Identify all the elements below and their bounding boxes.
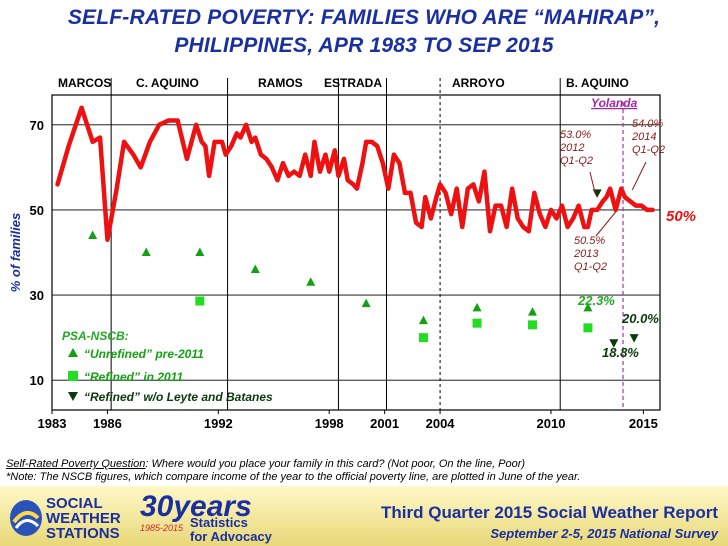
x-tick-label: 2010 (537, 416, 566, 431)
tagline-line-2: for Advocacy (190, 529, 272, 544)
legend-unrefined-label: “Unrefined” pre-2011 (84, 347, 204, 361)
annotation-2012: Q1-Q2 (560, 155, 593, 167)
unrefined-point (361, 298, 371, 308)
refined-point (418, 333, 428, 343)
question-label: Self-Rated Poverty Question (6, 458, 146, 470)
unrefined-point (141, 247, 151, 256)
anniversary-years: 1985-2015 (140, 523, 184, 533)
series-line-self-rated-poverty (55, 105, 655, 242)
unrefined-point (583, 302, 593, 312)
refined-2012-label: 22.3% (577, 293, 615, 308)
x-tick-label: 1998 (315, 416, 344, 431)
y-tick-label: 10 (30, 373, 44, 388)
unrefined-point (472, 302, 482, 312)
x-tick-label: 1992 (204, 416, 233, 431)
report-title: Third Quarter 2015 Social Weather Report (381, 503, 718, 522)
tagline-line-1: Statistics (190, 515, 248, 530)
legend-unrefined-marker (68, 348, 78, 357)
annotation-2012: 2012 (559, 142, 584, 154)
y-tick-label: 70 (30, 118, 44, 133)
footer-banner (0, 486, 728, 546)
chart-title-line-2: PHILIPPINES, APR 1983 TO SEP 2015 (174, 34, 554, 57)
legend-no-leyte-label: “Refined” w/o Leyte and Batanes (84, 390, 273, 404)
y-tick-label: 30 (30, 288, 44, 303)
legend-refined-marker (68, 371, 78, 381)
question-text: : Where would you place your family in t… (145, 458, 526, 470)
unrefined-point (195, 247, 205, 256)
x-tick-label: 1983 (38, 416, 67, 431)
refined-point (472, 318, 482, 328)
x-tick-label: 2004 (426, 416, 456, 431)
survey-dates: September 2-5, 2015 National Survey (490, 526, 718, 541)
annotation-pointer-2012 (589, 171, 596, 195)
refined-no-leyte-point (629, 334, 639, 343)
annotation-pointer-2013 (595, 211, 617, 237)
chart-title-line-1: SELF-RATED POVERTY: FAMILIES WHO ARE “MA… (67, 6, 661, 29)
no-leyte-2013-label: 18.8% (602, 345, 639, 360)
org-name-line-3: STATIONS (46, 525, 120, 542)
annotation-2014: 54.0% (632, 118, 663, 130)
annotation-2013: Q1-Q2 (574, 261, 607, 273)
refined-point (195, 296, 205, 306)
plot-frame (51, 94, 661, 411)
anniversary-logo: 30years (140, 490, 252, 523)
x-tick-label: 2001 (370, 416, 399, 431)
unrefined-point (306, 277, 316, 286)
president-label: B. AQUINO (566, 76, 629, 90)
x-tick-label: 2015 (629, 416, 658, 431)
unrefined-point (418, 315, 428, 325)
unrefined-point (527, 307, 537, 316)
president-label: ESTRADA (324, 76, 382, 90)
annotation-2013: 2013 (573, 248, 599, 260)
no-leyte-2014-label: 20.0% (621, 311, 659, 326)
president-label: MARCOS (58, 76, 111, 90)
poverty-chart: 10 30 50 70 % of families 1983 1986 1992 1998 200… (8, 76, 696, 431)
unrefined-point (88, 230, 98, 239)
annotation-2012: 53.0% (560, 129, 591, 141)
annotation-pointer-2014 (631, 161, 647, 191)
refined-point (583, 323, 593, 333)
y-axis-label: % of families (8, 213, 23, 292)
refined-no-leyte-point (609, 339, 619, 348)
unrefined-point (250, 264, 260, 274)
org-name-line-2: WEATHER (46, 510, 121, 527)
legend-title: PSA-NSCB: (62, 329, 129, 343)
y-tick-label: 50 (30, 203, 44, 218)
legend-refined-label: “Refined” in 2011 (84, 370, 183, 384)
refined-point (527, 320, 537, 330)
president-label: ARROYO (452, 76, 505, 90)
annotation-2014: 2014 (631, 131, 656, 143)
org-name-line-1: SOCIAL (46, 495, 103, 512)
survey-question: Self-Rated Poverty Question: Where would… (6, 458, 525, 470)
yolanda-label: Yolanda (591, 96, 638, 110)
sws-logo-icon (10, 500, 42, 536)
x-tick-label: 1986 (93, 416, 122, 431)
president-label: C. AQUINO (136, 76, 199, 90)
current-value-label: 50% (666, 208, 696, 225)
president-label: RAMOS (258, 76, 303, 90)
footnote: *Note: The NSCB figures, which compare i… (6, 471, 581, 483)
annotation-2014: Q1-Q2 (632, 144, 665, 156)
legend-no-leyte-marker (68, 392, 78, 401)
annotation-2013: 50.5% (574, 235, 605, 247)
